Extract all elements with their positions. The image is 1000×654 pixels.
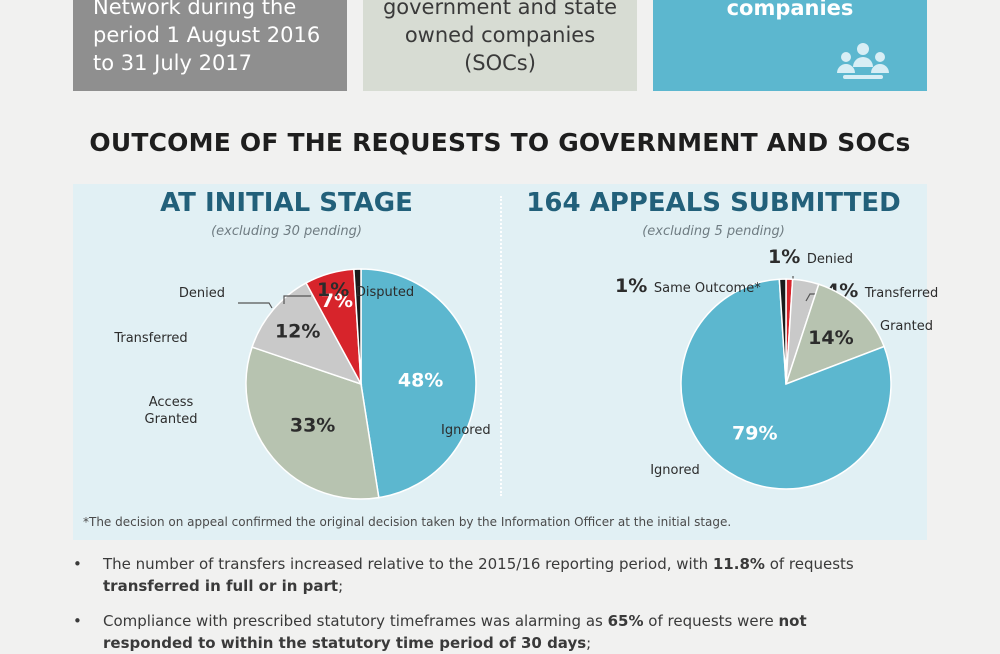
- chart-subtitle-appeals: (excluding 5 pending): [642, 224, 785, 239]
- pie-category-label-text: Transferred: [113, 331, 187, 346]
- pie-category-label-text: Ignored: [650, 463, 700, 478]
- pie-leader-line: [238, 302, 273, 309]
- stat-box-companies-label: companies: [726, 0, 854, 20]
- pie-slice-granted: [784, 283, 886, 386]
- bullet-dot: •: [73, 612, 82, 630]
- pie-category-label-text: Ignored: [441, 423, 491, 438]
- stat-box-socs-line: owned companies: [404, 23, 596, 47]
- pie-slice-ignored: [680, 278, 892, 490]
- bullet-bold-part: not: [778, 612, 807, 630]
- panel-divider: [500, 196, 502, 496]
- chart-title-initial: AT INITIAL STAGE: [160, 188, 413, 218]
- pie-category-label-text: Denied: [807, 252, 853, 267]
- bullet-text-part: The number of transfers increased relati…: [103, 555, 713, 573]
- pie-category-label: Ignored: [441, 423, 491, 438]
- pie-slice-transferred: [251, 281, 363, 386]
- bullet-bold-part: transferred in full or in part: [103, 577, 339, 595]
- pie-slice-ignored: [360, 268, 477, 499]
- pie-value-label: 14%: [808, 327, 853, 349]
- stat-box-companies: companies: [653, 0, 927, 91]
- pie-category-label-text: Transferred: [864, 286, 938, 301]
- bullet-bold-part: responded to within the statutory time p…: [103, 634, 587, 652]
- chart-title-appeals: 164 APPEALS SUBMITTED: [526, 188, 901, 218]
- pie-value-label: 48%: [398, 369, 443, 391]
- pie-category-label-text: Disputed: [356, 285, 414, 300]
- pie-category-label-text: Granted: [880, 319, 933, 334]
- bullet-dot: •: [73, 555, 82, 573]
- stat-box-period-line: Network during the: [93, 0, 297, 19]
- pie-leader-line: [283, 295, 311, 304]
- pie-category-label: 1% Disputed: [317, 279, 414, 301]
- pie-value-label: 7%: [321, 290, 353, 312]
- people-group-icon: [837, 43, 889, 79]
- bullet-text: Compliance with prescribed statutory tim…: [103, 610, 933, 654]
- pie-category-label: 1% Denied: [768, 246, 853, 268]
- pie-category-label: Granted: [880, 319, 933, 334]
- stat-box-socs-line: government and state: [382, 0, 618, 19]
- bullet-bold-part: 65%: [607, 612, 644, 630]
- bullet-transfers: • The number of transfers increased rela…: [73, 553, 933, 597]
- pie-slice-granted: [245, 346, 380, 500]
- pie-value-label: 79%: [732, 423, 777, 445]
- footnote: *The decision on appeal confirmed the or…: [83, 515, 732, 529]
- stat-box-socs-line: (SOCs): [464, 51, 536, 75]
- pie-value-label: 33%: [290, 415, 335, 437]
- bullet-text-part: ;: [338, 577, 344, 595]
- pie-value-label: 1%: [317, 279, 356, 301]
- pie-category-label-text: Denied: [179, 286, 225, 301]
- stat-box-period-line: period 1 August 2016: [93, 23, 321, 47]
- pie-category-label: 1% Same Outcome*: [615, 275, 761, 297]
- pie-category-label: Access Granted: [145, 395, 198, 427]
- stat-box-socs: government and state owned companies (SO…: [363, 0, 637, 91]
- pie-slice-disputed: [353, 268, 362, 385]
- bullet-bold-part: 11.8%: [712, 555, 765, 573]
- bullet-text-part: of requests were: [643, 612, 779, 630]
- page-heading: OUTCOME OF THE REQUESTS TO GOVERNMENT AN…: [89, 128, 911, 157]
- bullet-compliance: • Compliance with prescribed statutory t…: [73, 610, 933, 654]
- charts-panel: AT INITIAL STAGE (excluding 30 pending) …: [73, 184, 938, 540]
- pie-value-label: 1%: [768, 246, 807, 268]
- pie-category-label-line: Granted: [145, 412, 198, 427]
- pie-value-label: 12%: [275, 321, 320, 343]
- chart-subtitle-initial: (excluding 30 pending): [211, 224, 362, 239]
- pie-category-label: Denied: [179, 286, 225, 301]
- bullet-text-part: of requests: [764, 555, 854, 573]
- stat-box-period-line: to 31 July 2017: [93, 51, 253, 75]
- pie-chart-initial: 48% Ignored 33% Access Granted 12% Transferred…: [113, 268, 491, 500]
- bullet-text: The number of transfers increased relati…: [103, 553, 933, 597]
- pie-category-label-line: Access: [149, 395, 194, 410]
- stat-box-period: Network during the period 1 August 2016 …: [73, 0, 347, 91]
- pie-slice-same_outcome: [778, 278, 787, 385]
- pie-category-label: Transferred: [113, 331, 187, 346]
- pie-category-label: Ignored: [650, 463, 700, 478]
- bullet-text-part: Compliance with prescribed statutory tim…: [103, 612, 608, 630]
- bullet-text-part: ;: [586, 634, 592, 652]
- pie-value-label: 1%: [615, 275, 654, 297]
- pie-category-label-text: Same Outcome*: [654, 281, 761, 296]
